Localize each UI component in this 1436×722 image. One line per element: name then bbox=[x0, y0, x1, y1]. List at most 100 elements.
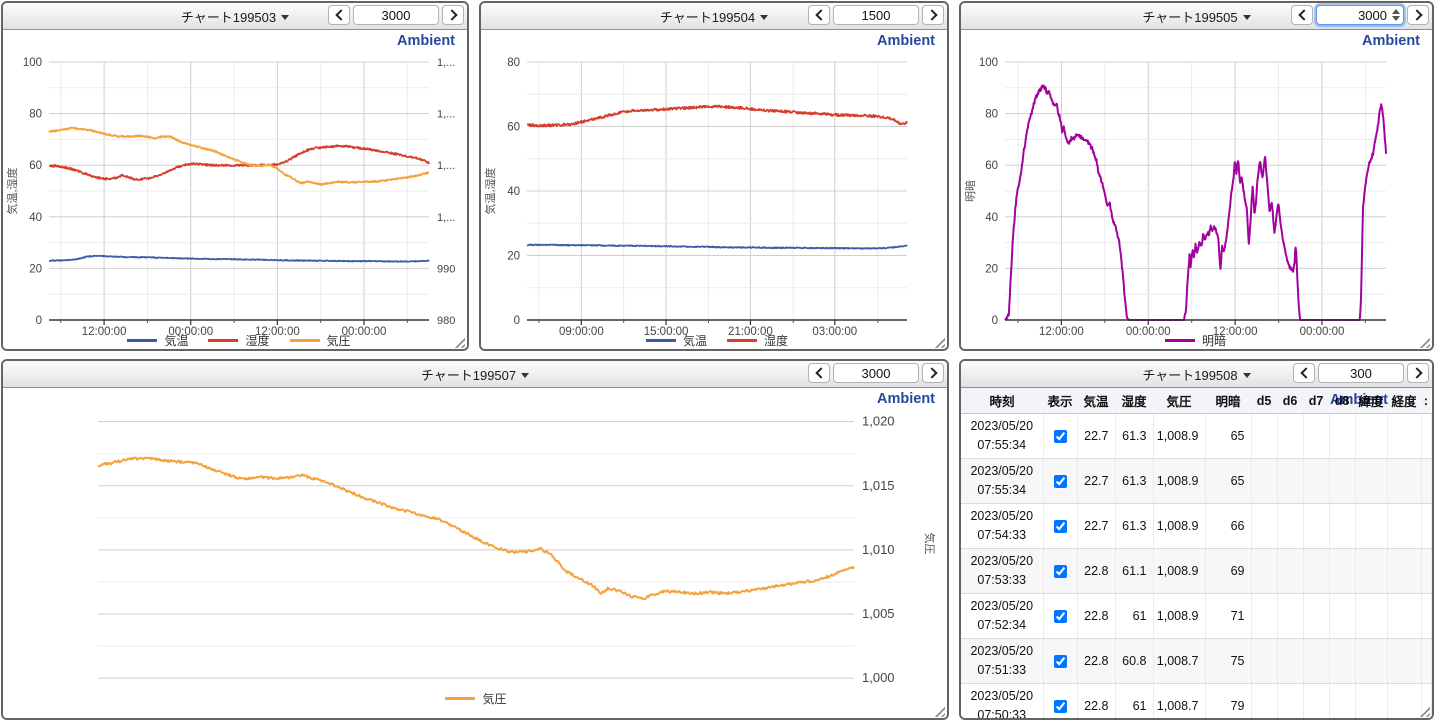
legend-item[interactable]: 湿度 bbox=[208, 332, 270, 349]
svg-text:気圧: 気圧 bbox=[923, 533, 937, 555]
resize-grip[interactable] bbox=[934, 337, 945, 348]
table-row: 2023/05/20 07:55:34 22.7 61.3 1,008.9 65 bbox=[961, 413, 1432, 459]
value-cell: 61.1 bbox=[1115, 548, 1154, 594]
legend-item[interactable]: 気圧 bbox=[289, 332, 351, 349]
resize-grip[interactable] bbox=[1419, 337, 1430, 348]
legend-item[interactable]: 気圧 bbox=[445, 690, 507, 707]
value-cell: 61.3 bbox=[1115, 458, 1154, 504]
prev-button[interactable] bbox=[328, 5, 350, 25]
resize-grip[interactable] bbox=[1419, 706, 1430, 717]
column-header-:: : bbox=[1421, 388, 1431, 414]
points-count-input[interactable] bbox=[353, 5, 439, 25]
value-cell bbox=[1277, 413, 1304, 459]
table-row: 2023/05/20 07:52:34 22.8 61 1,008.9 71 bbox=[961, 593, 1432, 639]
data-table-area: Ambient 時刻 表示 気温 湿度 気圧 明暗 d5 d6 d7 d8 緯度 経度:2023/05… bbox=[961, 388, 1432, 718]
next-button[interactable] bbox=[922, 363, 944, 383]
legend-item[interactable]: 気温 bbox=[127, 332, 188, 349]
chart-canvas: 12:00:00 00:00:00 12:00:00 00:00:00 0 20 40 60 8… bbox=[5, 57, 455, 338]
value-cell bbox=[1421, 458, 1432, 504]
value-cell: 22.8 bbox=[1077, 638, 1116, 684]
next-button[interactable] bbox=[1407, 363, 1429, 383]
points-count-input[interactable] bbox=[833, 5, 919, 25]
chart-panel-199505: チャート199505 12:00:00 00:00:00 12:00:00 00:00… bbox=[959, 1, 1434, 351]
chevron-right-icon bbox=[1410, 367, 1423, 379]
value-cell: 22.7 bbox=[1077, 503, 1116, 549]
resize-grip[interactable] bbox=[934, 706, 945, 717]
chart-select-dropdown[interactable]: チャート199505 bbox=[1142, 7, 1251, 26]
next-button[interactable] bbox=[922, 5, 944, 25]
svg-text:00:00:00: 00:00:00 bbox=[168, 326, 213, 338]
svg-text:100: 100 bbox=[23, 57, 42, 69]
row-visible-checkbox[interactable] bbox=[1054, 519, 1067, 533]
prev-button[interactable] bbox=[1291, 5, 1313, 25]
value-cell bbox=[1387, 503, 1422, 549]
value-cell: 1,008.9 bbox=[1153, 458, 1206, 504]
svg-text:1,020: 1,020 bbox=[862, 414, 895, 429]
value-cell bbox=[1303, 413, 1330, 459]
next-button[interactable] bbox=[1407, 5, 1429, 25]
svg-text:1,010: 1,010 bbox=[862, 542, 895, 557]
column-header-表示: 表示 bbox=[1043, 388, 1077, 414]
chart-canvas: 09:00:00 15:00:00 21:00:00 03:00:00 0 20 40 60 8… bbox=[483, 57, 908, 338]
dropdown-caret-icon bbox=[1242, 14, 1251, 20]
legend-item[interactable]: 湿度 bbox=[727, 332, 788, 349]
value-cell: 1,008.7 bbox=[1153, 638, 1206, 684]
prev-button[interactable] bbox=[808, 5, 830, 25]
value-cell bbox=[1355, 683, 1388, 718]
row-visible-checkbox[interactable] bbox=[1054, 429, 1067, 443]
svg-text:明暗: 明暗 bbox=[963, 180, 977, 202]
spinner-stepper-icon[interactable] bbox=[1392, 9, 1400, 21]
legend-item[interactable]: 気温 bbox=[645, 332, 707, 349]
legend-item[interactable]: 明暗 bbox=[1164, 332, 1226, 349]
points-count-input[interactable] bbox=[1318, 363, 1404, 383]
svg-text:980: 980 bbox=[437, 315, 455, 327]
svg-text:03:00:00: 03:00:00 bbox=[812, 326, 857, 338]
chart-select-dropdown[interactable]: チャート199507 bbox=[421, 365, 530, 384]
visible-cell bbox=[1043, 593, 1078, 639]
panel-title-label: チャート199503 bbox=[180, 9, 277, 25]
svg-text:1,005: 1,005 bbox=[862, 606, 895, 621]
svg-text:1,...: 1,... bbox=[437, 212, 455, 224]
legend-label: 湿度 bbox=[764, 334, 789, 348]
column-header-経度: 経度 bbox=[1387, 388, 1421, 414]
chart-legend: 気温 湿度 気圧 bbox=[49, 332, 429, 349]
value-cell bbox=[1421, 683, 1432, 718]
svg-text:12:00:00: 12:00:00 bbox=[82, 326, 127, 338]
prev-button[interactable] bbox=[808, 363, 830, 383]
chevron-left-icon bbox=[1299, 367, 1312, 379]
value-cell bbox=[1251, 638, 1278, 684]
points-count-input[interactable] bbox=[1316, 5, 1404, 25]
row-visible-checkbox[interactable] bbox=[1054, 609, 1067, 623]
svg-text:0: 0 bbox=[992, 315, 998, 327]
row-visible-checkbox[interactable] bbox=[1054, 564, 1067, 578]
chart-select-dropdown[interactable]: チャート199508 bbox=[1142, 365, 1251, 384]
value-cell bbox=[1277, 593, 1304, 639]
panel-header: チャート199504 bbox=[481, 3, 947, 30]
prev-button[interactable] bbox=[1293, 363, 1315, 383]
timestamp-cell: 2023/05/20 07:51:33 bbox=[961, 638, 1044, 684]
chart-select-dropdown[interactable]: チャート199503 bbox=[180, 7, 290, 26]
row-visible-checkbox[interactable] bbox=[1054, 699, 1067, 713]
resize-grip[interactable] bbox=[454, 337, 465, 348]
legend-line-swatch bbox=[1164, 339, 1195, 342]
svg-text:1,...: 1,... bbox=[437, 109, 455, 121]
value-cell: 1,008.9 bbox=[1153, 548, 1206, 594]
table-row: 2023/05/20 07:54:33 22.7 61.3 1,008.9 66 bbox=[961, 503, 1432, 549]
next-button[interactable] bbox=[442, 5, 464, 25]
svg-text:00:00:00: 00:00:00 bbox=[1126, 326, 1171, 338]
chart-panel-199504: チャート199504 09:00:00 15:00:00 21:00:00 03:00… bbox=[479, 1, 949, 351]
legend-line-swatch bbox=[645, 339, 676, 342]
chart-area: 12:00:00 00:00:00 12:00:00 00:00:00 0 20 40 60 8… bbox=[3, 30, 467, 349]
column-header-気圧: 気圧 bbox=[1153, 388, 1205, 414]
chart-select-dropdown[interactable]: チャート199504 bbox=[660, 7, 769, 26]
sensor-data-table: 時刻 表示 気温 湿度 気圧 明暗 d5 d6 d7 d8 緯度 経度:2023/05/20 07:55… bbox=[961, 388, 1432, 718]
points-count-input[interactable] bbox=[833, 363, 919, 383]
visible-cell bbox=[1043, 683, 1078, 718]
svg-text:21:00:00: 21:00:00 bbox=[728, 326, 773, 338]
row-visible-checkbox[interactable] bbox=[1054, 474, 1067, 488]
row-visible-checkbox[interactable] bbox=[1054, 654, 1067, 668]
svg-text:15:00:00: 15:00:00 bbox=[644, 326, 689, 338]
value-cell: 61 bbox=[1115, 683, 1154, 718]
value-cell: 75 bbox=[1205, 638, 1252, 684]
series-line-気圧 bbox=[97, 456, 855, 601]
